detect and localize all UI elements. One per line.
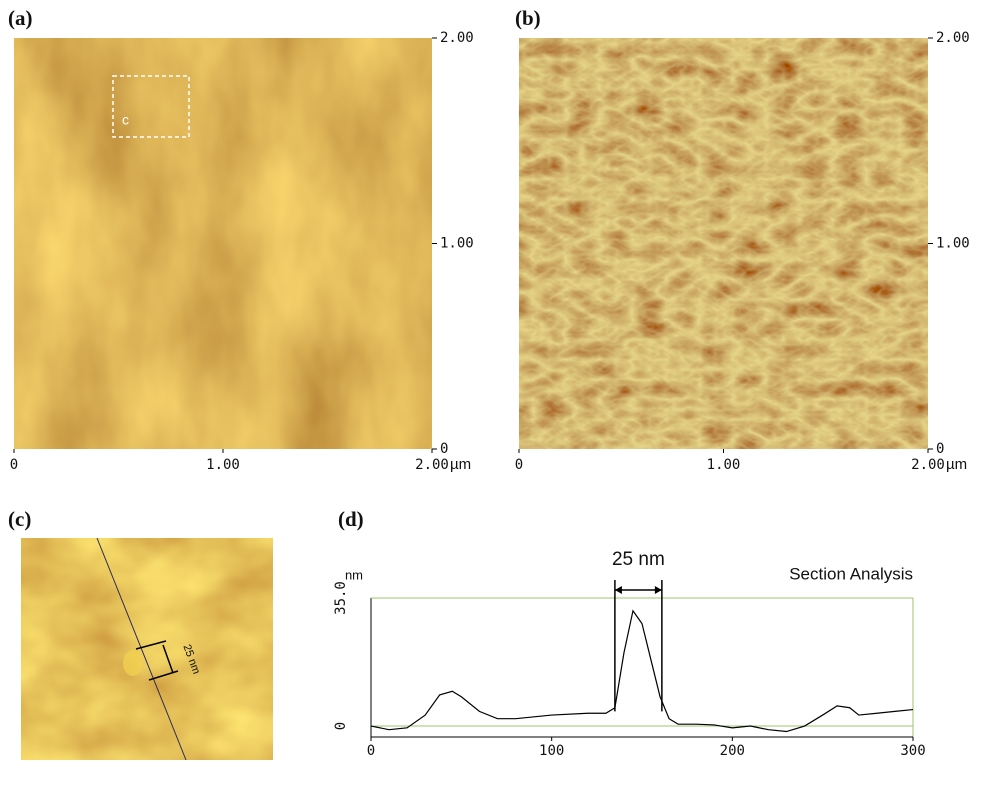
x-tick-label: 1.00 [206,457,240,473]
panel-title: Section Analysis [789,564,913,583]
panel-label: (b) [515,6,541,30]
x-tick-label: 2.00 [911,457,945,473]
y-tick-label: 0 [440,441,448,457]
x-tick-label: 0 [367,743,375,759]
y-axis-label: nm [345,567,363,582]
profile-line [371,611,913,732]
x-tick-label: 100 [539,743,564,759]
x-tick-label: 0 [10,457,18,473]
y-tick-label: 35.0 [333,581,349,615]
y-tick-label: 1.00 [440,236,474,252]
x-tick-label: 1.00 [707,457,741,473]
panel-label: (d) [338,507,364,531]
y-tick-label: 2.00 [440,30,474,46]
x-tick-label: 300 [900,743,925,759]
x-tick-label: 200 [720,743,745,759]
zoom-box-label: c [122,112,129,128]
x-unit: µm [450,456,471,473]
figure: c 25 nm (a) (b) (c) (d) 01.002.0001.002.… [0,0,993,787]
x-unit: µm [946,456,967,473]
y-tick-label: 1.00 [936,236,970,252]
y-tick-label: 2.00 [936,30,970,46]
panel-label: (a) [8,6,33,30]
y-tick-label: 0 [333,722,349,730]
afm-zoom-image [21,538,273,760]
panel-label: (c) [8,507,31,531]
annotation: 25 nm [612,549,665,570]
x-tick-label: 2.00 [415,457,449,473]
particle [123,650,143,676]
afm-phase-image [519,38,928,449]
x-tick-label: 0 [515,457,523,473]
y-tick-label: 0 [936,441,944,457]
afm-height-image [14,38,432,449]
